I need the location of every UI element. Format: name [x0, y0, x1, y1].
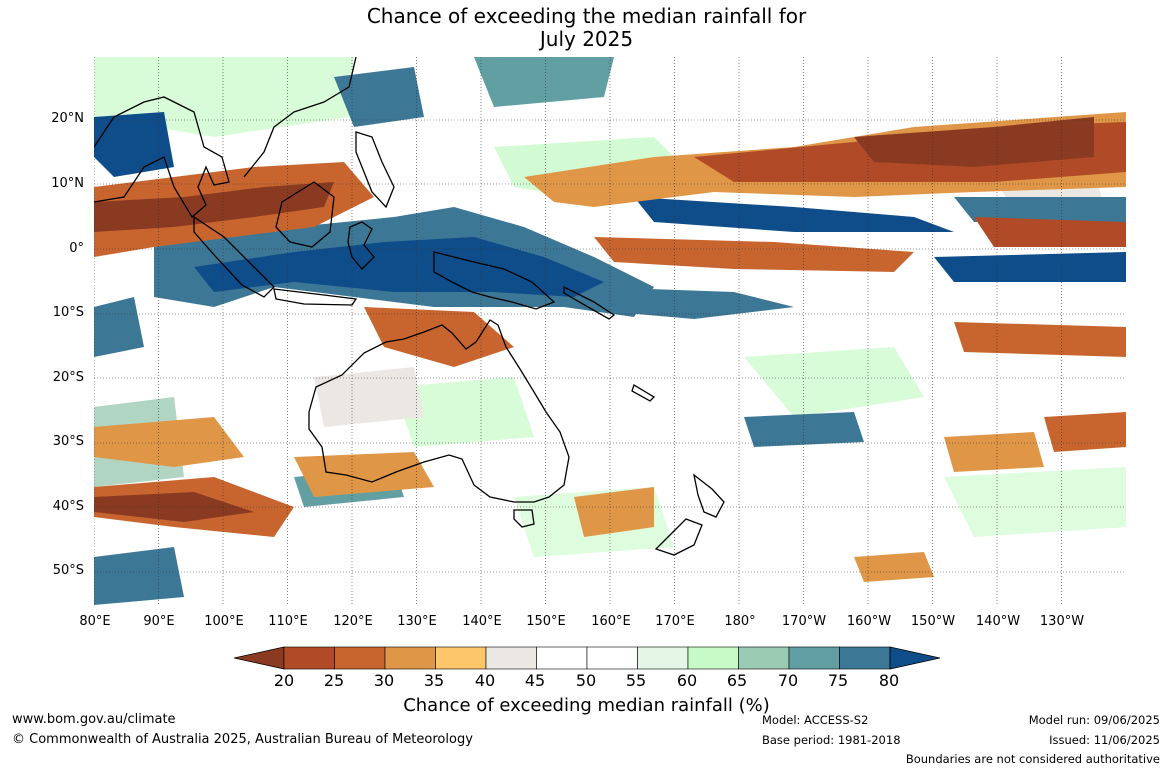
colorbar-extend-low [234, 646, 285, 670]
lat-label-10s: 10°S [52, 305, 84, 320]
new-zealand-coastline [654, 473, 725, 556]
mainland-asia-coastline [94, 57, 357, 218]
lon-label-180: 180° [724, 614, 756, 629]
colorbar-tick: 30 [373, 671, 395, 690]
lat-label-50s: 50°S [52, 563, 84, 578]
tasmania-coastline [513, 509, 535, 528]
lat-label-10n: 10°N [51, 176, 84, 191]
borneo-coastline [275, 181, 335, 248]
new-guinea-coastline [433, 251, 556, 310]
colorbar-segment [384, 646, 436, 670]
colorbar-tick: 65 [726, 671, 748, 690]
graticule [94, 57, 1126, 605]
rainfall-map [94, 57, 1126, 605]
map-title-line1: Chance of exceeding the median rainfall … [366, 4, 807, 28]
model-run-date: Model run: 09/06/2025 [1028, 713, 1160, 727]
colorbar-segment [637, 646, 689, 670]
colorbar-segment [536, 646, 588, 670]
colorbar-title: Chance of exceeding median rainfall (%) [403, 695, 770, 716]
lon-label-160w: 160°W [846, 614, 892, 629]
philippines-coastline [355, 131, 395, 209]
lon-label-140e: 140°E [462, 614, 502, 629]
colorbar-extend-high [889, 646, 940, 670]
website-link[interactable]: www.bom.gov.au/climate [12, 712, 176, 727]
lon-label-160e: 160°E [591, 614, 631, 629]
colorbar-tick: 60 [676, 671, 698, 690]
colorbar [234, 646, 940, 670]
lon-label-110e: 110°E [268, 614, 308, 629]
colorbar-segment [334, 646, 386, 670]
colorbar-tick: 70 [777, 671, 799, 690]
colorbar-tick: 25 [323, 671, 345, 690]
colorbar-tick: 45 [524, 671, 546, 690]
lat-label-40s: 40°S [52, 499, 84, 514]
lon-label-170e: 170°E [655, 614, 695, 629]
colorbar-segment [687, 646, 739, 670]
colorbar-tick: 40 [474, 671, 496, 690]
lon-label-130w: 130°W [1039, 614, 1085, 629]
lat-label-30s: 30°S [52, 434, 84, 449]
solomons-coastline [563, 285, 616, 320]
copyright-text: © Commonwealth of Australia 2025, Austra… [12, 732, 473, 747]
rainfall-probability-field [94, 57, 1126, 605]
java-coastline [273, 288, 358, 306]
sumatra-coastline [193, 215, 275, 298]
lon-label-80e: 80°E [79, 614, 111, 629]
lon-label-100e: 100°E [204, 614, 244, 629]
colorbar-segment [283, 646, 335, 670]
colorbar-segment [788, 646, 840, 670]
lat-label-0: 0° [69, 241, 84, 256]
lon-label-90e: 90°E [143, 614, 175, 629]
colorbar-tick: 75 [827, 671, 849, 690]
lat-label-20n: 20°N [51, 111, 84, 126]
colorbar-segment [485, 646, 537, 670]
colorbar-tick: 35 [423, 671, 445, 690]
colorbar-tick: 55 [625, 671, 647, 690]
australia-coastline [308, 319, 570, 503]
colorbar-segment [839, 646, 891, 670]
lon-label-140w: 140°W [975, 614, 1021, 629]
new-caledonia-coastline [631, 384, 656, 402]
colorbar-segment [435, 646, 487, 670]
lon-label-170w: 170°W [781, 614, 827, 629]
colorbar-tick: 20 [273, 671, 295, 690]
sulawesi-coastline [347, 221, 375, 270]
colorbar-segment [738, 646, 790, 670]
issued-date: Issued: 11/06/2025 [1049, 733, 1160, 747]
map-title-line2: July 2025 [539, 27, 634, 51]
coastlines [94, 57, 725, 556]
colorbar-tick: 80 [878, 671, 900, 690]
boundary-disclaimer: Boundaries are not considered authoritat… [905, 752, 1160, 766]
lon-label-150e: 150°E [526, 614, 566, 629]
colorbar-segment [586, 646, 638, 670]
lat-label-20s: 20°S [52, 370, 84, 385]
colorbar-tick: 50 [575, 671, 597, 690]
model-name: Model: ACCESS-S2 [762, 713, 869, 727]
lon-label-150w: 150°W [910, 614, 956, 629]
lon-label-130e: 130°E [397, 614, 437, 629]
base-period: Base period: 1981-2018 [762, 733, 901, 747]
lon-label-120e: 120°E [333, 614, 373, 629]
